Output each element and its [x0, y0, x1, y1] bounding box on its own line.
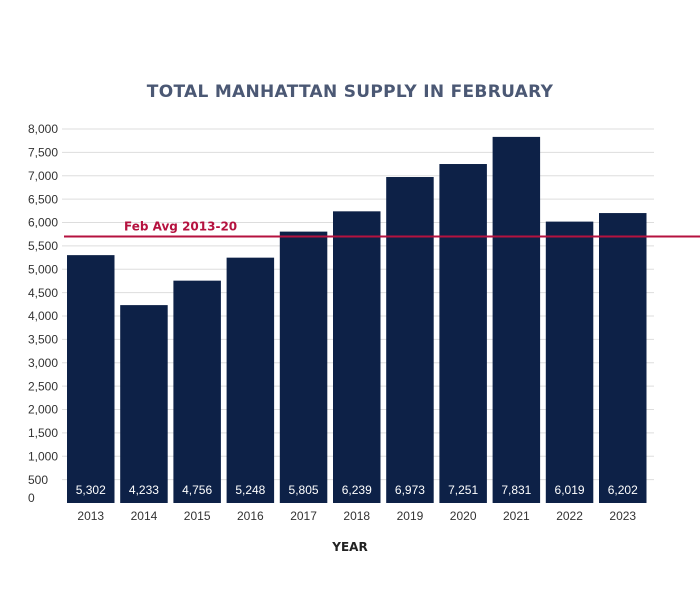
- y-tick-label: 3,000: [28, 356, 58, 370]
- y-tick-label: 1,000: [28, 449, 58, 463]
- reference-line-label: Feb Avg 2013-20: [124, 219, 237, 233]
- chart-title: TOTAL MANHATTAN SUPPLY IN FEBRUARY: [147, 82, 554, 102]
- bar-data-label: 6,019: [555, 483, 585, 497]
- bar: [439, 164, 487, 503]
- y-axis: 0 500 1,000 1,500 2,000 2,500 3,000 3,500 4,000 4…: [28, 122, 58, 505]
- y-tick-label: 4,000: [28, 309, 58, 323]
- reference-line-group: Feb Avg 2013-20: [64, 219, 700, 238]
- bar: [173, 280, 221, 503]
- x-tick-label: 2022: [556, 509, 583, 523]
- y-tick-label: 4,500: [28, 286, 58, 300]
- y-tick-label: 3,500: [28, 333, 58, 347]
- x-tick-label: 2020: [450, 509, 477, 523]
- bar-data-label: 6,973: [395, 483, 425, 497]
- bar-data-label: 4,233: [129, 483, 159, 497]
- x-tick-label: 2023: [609, 509, 636, 523]
- x-tick-label: 2015: [184, 509, 211, 523]
- x-axis: 2013 2014 2015 2016 2017 2018 2019 2020 2021 2022…: [77, 509, 636, 523]
- x-tick-label: 2016: [237, 509, 264, 523]
- x-tick-label: 2014: [131, 509, 158, 523]
- x-tick-label: 2018: [343, 509, 370, 523]
- y-tick-label: 7,500: [28, 146, 58, 160]
- bar-data-label: 6,202: [608, 483, 638, 497]
- y-tick-label: 6,000: [28, 216, 58, 230]
- y-tick-label: 2,500: [28, 379, 58, 393]
- y-tick-label: 500: [28, 473, 48, 487]
- bar-data-label: 5,248: [235, 483, 265, 497]
- y-tick-label: 7,000: [28, 169, 58, 183]
- x-tick-label: 2021: [503, 509, 530, 523]
- bar-data-label: 5,302: [76, 483, 106, 497]
- x-tick-label: 2017: [290, 509, 317, 523]
- y-tick-label: 5,500: [28, 239, 58, 253]
- x-tick-label: 2013: [77, 509, 104, 523]
- x-tick-label: 2019: [397, 509, 424, 523]
- y-tick-label: 5,000: [28, 262, 58, 276]
- bar: [545, 221, 594, 503]
- bar: [279, 231, 328, 503]
- bar-data-label: 5,805: [289, 483, 319, 497]
- bar: [67, 255, 115, 503]
- bar: [492, 136, 541, 503]
- y-tick-label: 1,500: [28, 426, 58, 440]
- bars: 5,302 4,233 4,756 5,248 5,805 6,239 6,973 7,251…: [67, 136, 647, 503]
- y-tick-label: 8,000: [28, 122, 58, 136]
- bar-data-label: 7,251: [448, 483, 478, 497]
- y-tick-label: 0: [28, 491, 35, 505]
- bar: [333, 211, 381, 503]
- bar: [120, 305, 168, 503]
- bar-data-label: 4,756: [182, 483, 212, 497]
- bar: [386, 177, 434, 503]
- bar: [226, 257, 275, 503]
- y-tick-label: 6,500: [28, 192, 58, 206]
- bar: [599, 213, 647, 503]
- bar-data-label: 7,831: [501, 483, 531, 497]
- y-tick-label: 2,000: [28, 403, 58, 417]
- bar-data-label: 6,239: [342, 483, 372, 497]
- x-axis-title: YEAR: [331, 540, 367, 554]
